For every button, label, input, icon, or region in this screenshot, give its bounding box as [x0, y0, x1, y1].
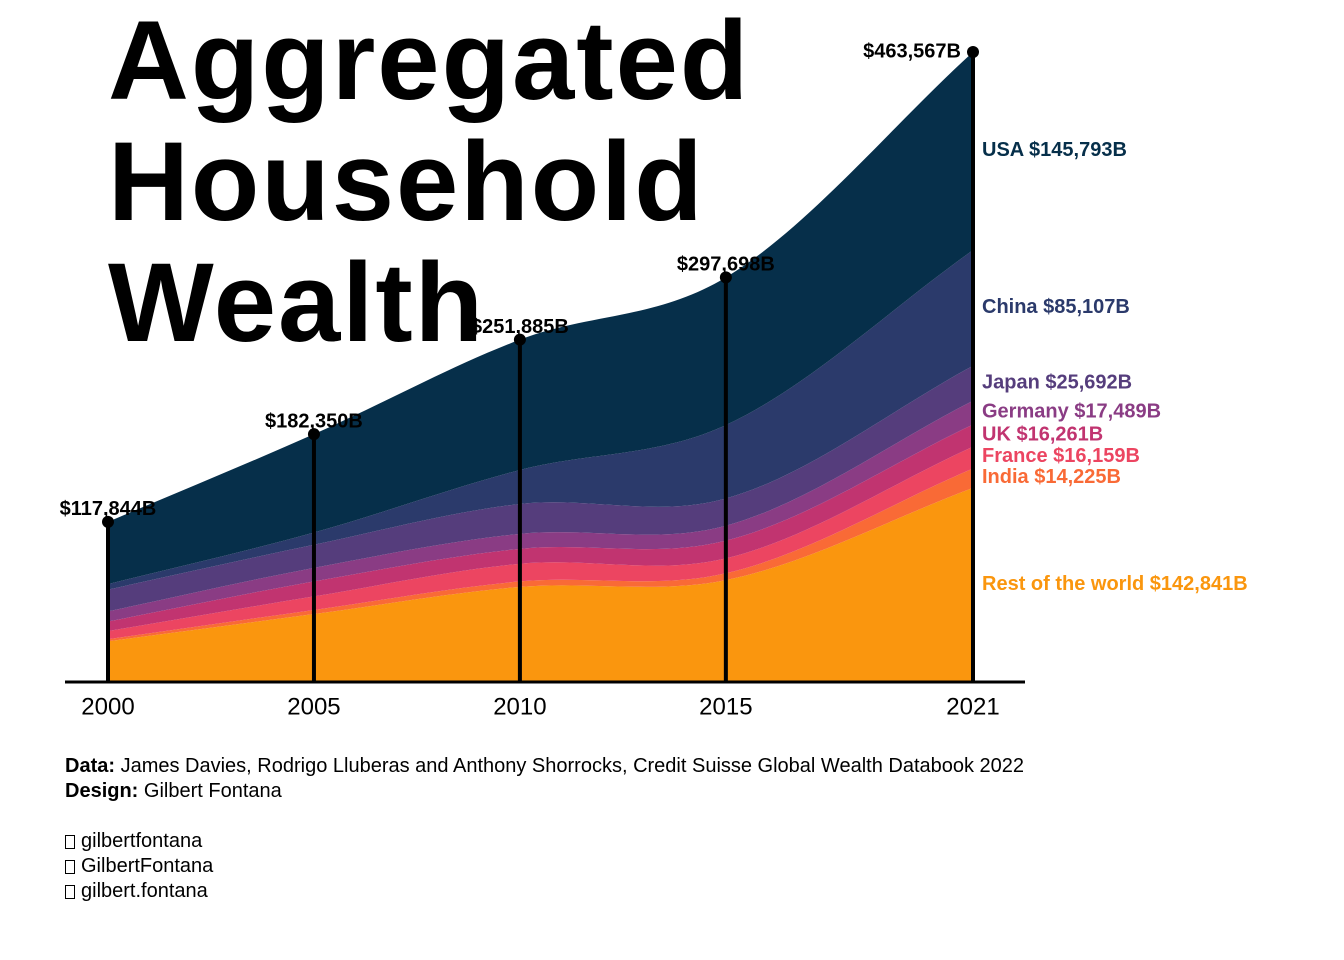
total-label: $182,350B — [265, 410, 363, 432]
series-label: China $85,107B — [982, 296, 1130, 318]
series-name: Rest of the world — [982, 573, 1144, 595]
data-credit: Data: James Davies, Rodrigo Lluberas and… — [65, 754, 1024, 779]
data-label: Data: — [65, 755, 116, 777]
series-name: China — [982, 296, 1038, 318]
series-name: USA — [982, 139, 1024, 161]
series-value: $145,793B — [1029, 139, 1127, 161]
total-dot — [102, 515, 114, 528]
social: GilbertFontana — [65, 854, 1024, 879]
area — [108, 487, 973, 682]
series-value: $85,107B — [1043, 296, 1130, 318]
area — [108, 446, 973, 640]
social: gilbert.fontana — [65, 879, 1024, 904]
x-tick-label: 2010 — [493, 693, 546, 720]
total-dot — [967, 46, 979, 58]
area — [108, 468, 973, 642]
total-label: $117,844B — [60, 498, 157, 520]
social-handle: GilbertFontana — [81, 855, 214, 877]
x-tick-label: 2015 — [699, 693, 752, 720]
total-label: $463,567B — [863, 40, 961, 62]
series-name: UK — [982, 424, 1011, 446]
series-value: $16,261B — [1016, 424, 1103, 446]
footer: Data: James Davies, Rodrigo Lluberas and… — [65, 754, 1024, 904]
icon — [65, 834, 75, 849]
series-label: USA $145,793B — [982, 139, 1127, 161]
series-label: UK $16,261B — [982, 424, 1103, 446]
series-label: Rest of the world $142,841B — [982, 573, 1248, 595]
chart-title: Aggregated Household Wealth — [108, 0, 751, 365]
series-value: $16,159B — [1053, 445, 1140, 467]
x-tick-label: 2021 — [946, 693, 999, 720]
series-value: $14,225B — [1034, 466, 1121, 488]
series-value: $17,489B — [1074, 401, 1161, 423]
series-name: France — [982, 445, 1048, 467]
area — [108, 52, 973, 585]
series-label: France $16,159B — [982, 445, 1140, 467]
total-dot — [513, 333, 526, 346]
data-text: James Davies, Rodrigo Lluberas and Antho… — [120, 755, 1025, 777]
icon — [65, 884, 75, 899]
total-label: $297,698B — [677, 254, 775, 276]
x-tick-label: 2000 — [81, 693, 134, 720]
x-tick-label: 2005 — [287, 693, 340, 720]
series-label: India $14,225B — [982, 466, 1121, 488]
area — [108, 365, 973, 612]
design-label: Design: — [65, 780, 139, 802]
icon — [65, 859, 75, 874]
series-name: Germany — [982, 401, 1070, 423]
design-credit: Design: Gilbert Fontana — [65, 779, 1024, 804]
series-name: Japan — [982, 372, 1040, 394]
series-value: $142,841B — [1150, 573, 1248, 595]
total-label: $251,885B — [471, 316, 569, 338]
area — [108, 400, 973, 622]
series-label: Japan $25,692B — [982, 372, 1132, 394]
social: gilbertfontana — [65, 829, 1024, 854]
area — [108, 424, 973, 632]
series-label: Germany $17,489B — [982, 401, 1161, 423]
design-text: Gilbert Fontana — [143, 780, 282, 802]
total-dot — [719, 271, 732, 284]
area — [108, 250, 973, 590]
total-dot — [307, 428, 320, 441]
social-handle: gilbertfontana — [81, 830, 203, 852]
social-handle: gilbert.fontana — [81, 880, 208, 902]
series-name: India — [982, 466, 1030, 488]
series-value: $25,692B — [1045, 372, 1132, 394]
